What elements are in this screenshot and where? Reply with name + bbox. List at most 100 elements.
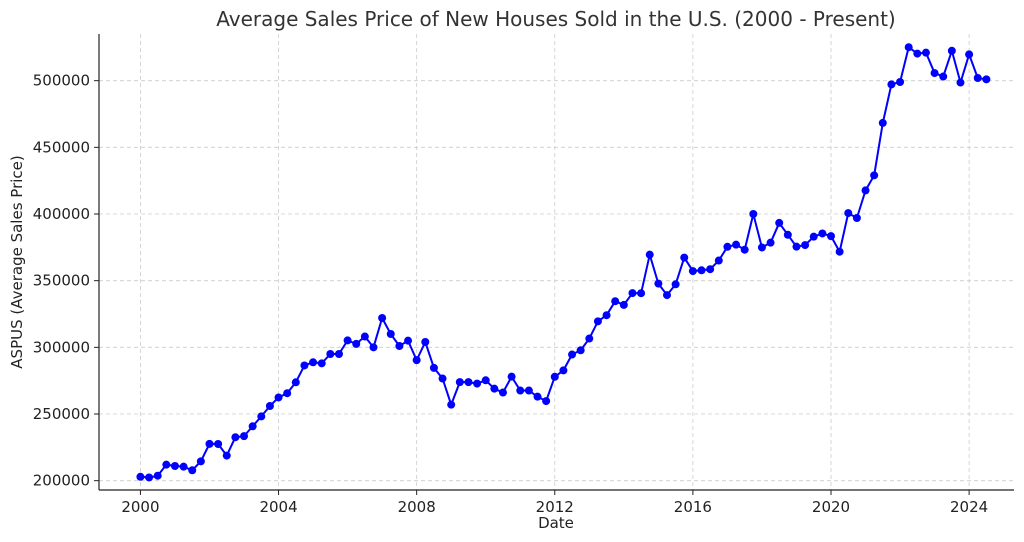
data-point: [757, 243, 766, 252]
data-point: [671, 280, 680, 289]
data-point: [162, 460, 171, 469]
series-line: [140, 46, 987, 479]
data-point: [395, 342, 404, 350]
data-point: [654, 279, 663, 288]
data-point: [956, 78, 965, 87]
data-point: [386, 330, 395, 338]
data-point: [878, 118, 887, 127]
data-point: [965, 50, 974, 59]
data-point: [559, 366, 568, 375]
data-point: [300, 361, 309, 370]
data-point: [507, 372, 516, 381]
data-point: [809, 232, 818, 241]
y-tick-label: 500000: [33, 72, 90, 90]
data-point: [775, 218, 784, 227]
data-point: [231, 433, 240, 442]
data-point: [533, 392, 542, 401]
data-point: [352, 339, 361, 348]
data-point: [170, 462, 179, 470]
data-point: [516, 386, 525, 395]
data-point: [766, 238, 775, 247]
data-point: [421, 338, 430, 346]
y-tick-label: 250000: [33, 405, 90, 423]
x-tick-label: 2016: [674, 498, 712, 516]
data-point: [602, 311, 611, 320]
y-tick-label: 350000: [33, 272, 90, 290]
data-point: [628, 289, 637, 298]
data-point: [179, 462, 188, 471]
data-point: [455, 378, 464, 387]
data-point: [309, 358, 318, 367]
data-point: [291, 378, 300, 387]
data-point: [723, 242, 732, 251]
data-point: [464, 378, 473, 387]
data-point: [412, 356, 421, 365]
data-point: [438, 374, 447, 383]
data-point: [637, 289, 646, 298]
data-point: [913, 49, 922, 58]
data-point: [222, 451, 231, 460]
y-tick-label: 400000: [33, 205, 90, 223]
x-tick-label: 2012: [536, 498, 574, 516]
x-tick-label: 2024: [950, 498, 988, 516]
data-point: [593, 317, 602, 326]
data-point: [749, 210, 758, 218]
data-point: [921, 48, 930, 57]
data-point: [568, 350, 577, 359]
data-point: [844, 209, 853, 218]
data-point: [248, 422, 257, 431]
data-point: [714, 256, 723, 265]
data-point: [585, 334, 594, 343]
data-point: [645, 250, 654, 259]
y-axis-label: ASPUS (Average Sales Price): [8, 155, 26, 368]
data-point: [378, 314, 387, 322]
data-point: [240, 432, 249, 441]
y-tick-label: 300000: [33, 338, 90, 356]
data-point: [662, 291, 671, 300]
data-point: [188, 466, 197, 475]
data-point: [490, 384, 499, 393]
data-point: [939, 72, 948, 81]
data-point: [852, 214, 861, 222]
data-point: [783, 230, 792, 239]
data-point: [326, 350, 335, 358]
data-point: [317, 359, 326, 368]
axes: [98, 34, 1014, 491]
data-point: [214, 440, 223, 448]
data-point: [265, 402, 274, 410]
data-point: [619, 300, 628, 309]
data-point: [360, 332, 369, 341]
data-point: [257, 412, 266, 421]
data-point: [827, 232, 835, 241]
data-point: [870, 171, 879, 180]
x-tick-label: 2000: [121, 498, 159, 516]
data-point: [688, 267, 697, 276]
data-point: [947, 46, 956, 55]
data-point: [576, 346, 585, 355]
data-point: [801, 241, 810, 250]
data-point: [473, 379, 482, 388]
data-point: [524, 386, 533, 395]
data-point: [542, 397, 551, 406]
x-tick-label: 2008: [398, 498, 436, 516]
y-tick-label: 450000: [33, 138, 90, 156]
data-point: [196, 457, 205, 466]
data-point: [792, 242, 801, 251]
data-point: [136, 472, 145, 481]
data-point: [887, 80, 896, 89]
y-tick-label: 200000: [33, 472, 90, 490]
data-point: [343, 336, 352, 345]
data-point: [429, 363, 438, 372]
data-point: [706, 265, 715, 274]
data-point: [369, 343, 378, 352]
chart-title: Average Sales Price of New Houses Sold i…: [216, 7, 895, 31]
data-point: [205, 439, 214, 448]
data-point: [447, 400, 456, 409]
data-point: [904, 43, 913, 52]
data-point: [818, 229, 827, 238]
data-point: [498, 388, 507, 397]
data-point: [835, 247, 844, 256]
data-point: [930, 69, 939, 78]
